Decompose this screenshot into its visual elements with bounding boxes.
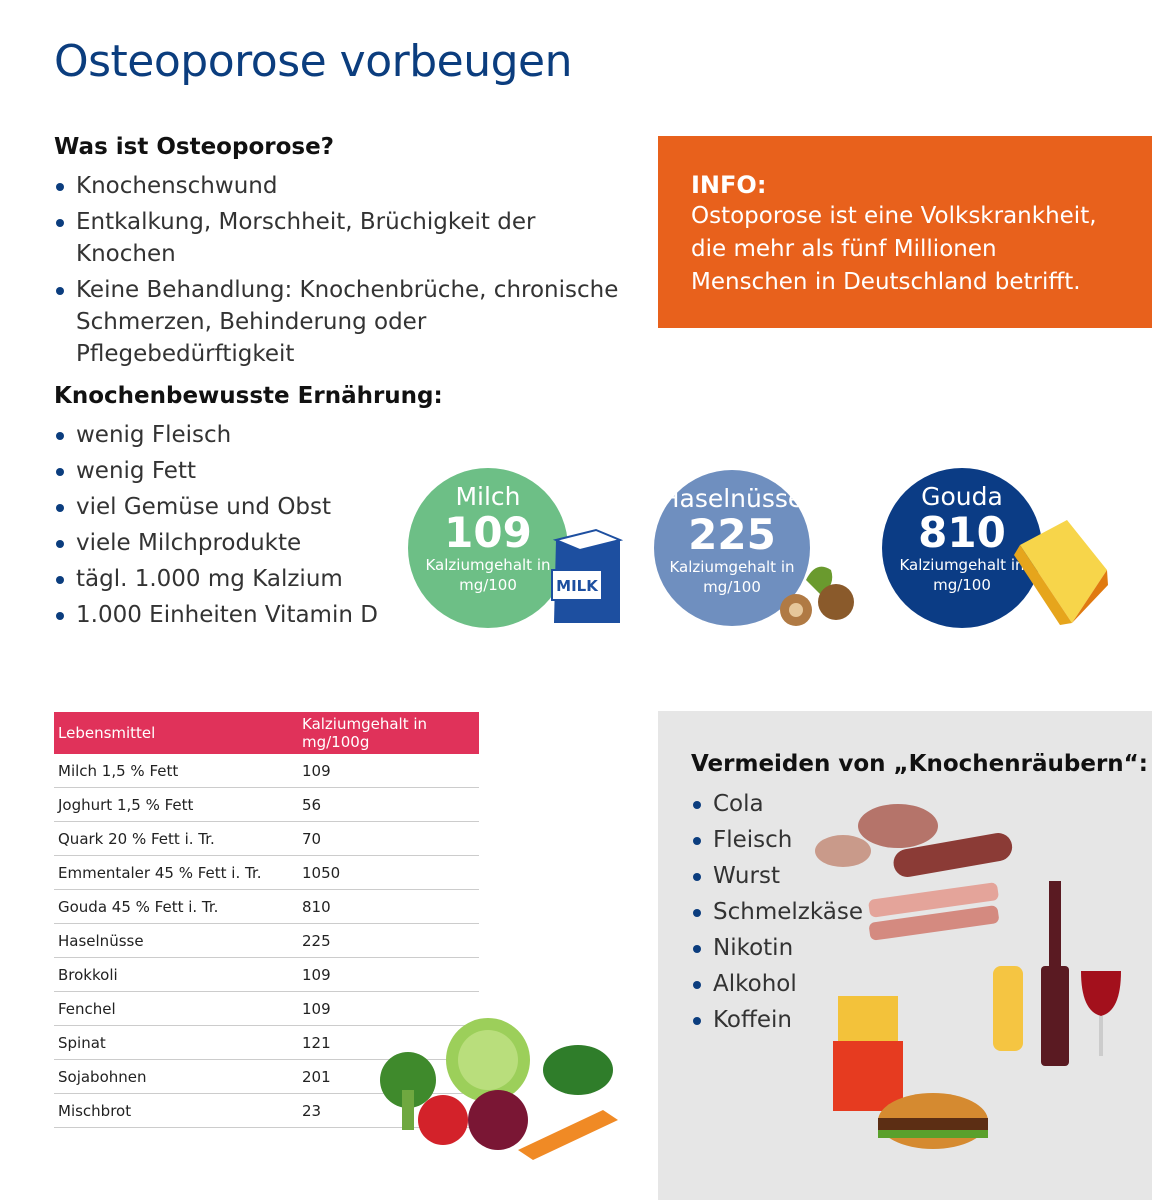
food-cell: Brokkoli <box>54 957 298 992</box>
milk-icon: MILK <box>551 528 624 623</box>
calcium-cell: 109 <box>298 991 479 1026</box>
bullet-item: wenig Fleisch <box>54 419 414 451</box>
table-row: Quark 20 % Fett i. Tr. 70 <box>54 821 479 856</box>
bullet-item: wenig Fett <box>54 455 414 487</box>
food-cell: Milch 1,5 % Fett <box>54 754 298 788</box>
table-header: Lebensmittel <box>54 712 298 754</box>
calcium-cell: 70 <box>298 821 479 856</box>
bullet-item: Alkohol <box>691 968 891 1000</box>
avoid-box: Vermeiden von „Knochenräubern“: Cola Flei… <box>658 711 1152 1200</box>
calcium-unit: Kalziumgehalt in mg/100 <box>669 558 795 596</box>
info-box: INFO: Ostoporose ist eine Volkskrankheit… <box>658 136 1152 328</box>
milk-label: MILK <box>556 577 599 595</box>
bullet-item: 1.000 Einheiten Vitamin D <box>54 599 414 631</box>
calcium-value: 225 <box>688 510 776 559</box>
bullet-item: viele Milchprodukte <box>54 527 414 559</box>
bullet-item: Fleisch <box>691 824 891 856</box>
info-text: Ostoporose ist eine Volkskrankheit, die … <box>691 203 1097 295</box>
bullet-list: wenig Fleisch wenig Fett viel Gemüse und O… <box>54 419 414 635</box>
section-heading: Vermeiden von „Knochenräubern“: <box>691 751 1148 777</box>
bullet-item: Cola <box>691 788 891 820</box>
bullet-item: Knochenschwund <box>54 170 634 202</box>
calcium-cell: 810 <box>298 889 479 924</box>
food-name: Gouda <box>921 482 1003 511</box>
calcium-cell: 109 <box>298 754 479 788</box>
bullet-item: Schmelzkäse <box>691 896 891 928</box>
vegetables-icon <box>380 1018 618 1160</box>
bullet-item: Wurst <box>691 860 891 892</box>
calcium-circle: Haselnüsse 225 Kalziumgehalt in mg/100 <box>654 470 810 626</box>
table-row: Joghurt 1,5 % Fett 56 <box>54 787 479 822</box>
bullet-item: Nikotin <box>691 932 891 964</box>
calcium-value: 810 <box>918 508 1006 557</box>
bullet-item: viel Gemüse und Obst <box>54 491 414 523</box>
calcium-circle: Gouda 810 Kalziumgehalt in mg/100 <box>882 468 1042 628</box>
food-name: Milch <box>455 482 521 511</box>
food-cell: Emmentaler 45 % Fett i. Tr. <box>54 855 298 890</box>
calcium-unit: Kalziumgehalt in mg/100 <box>899 556 1025 594</box>
food-cell: Joghurt 1,5 % Fett <box>54 787 298 822</box>
bullet-item: Keine Behandlung: Knochenbrüche, chronis… <box>54 274 634 370</box>
title: Osteoporose vorbeugen <box>54 36 573 87</box>
hazelnut-icon <box>780 566 854 626</box>
info-label: INFO: <box>691 171 767 199</box>
food-illustration <box>815 804 1121 1149</box>
calcium-cell: 109 <box>298 957 479 992</box>
food-cell: Haselnüsse <box>54 923 298 958</box>
food-cell: Spinat <box>54 1025 298 1060</box>
table-row: Spinat 121 <box>54 1025 479 1060</box>
table-row: Brokkoli 109 <box>54 957 479 992</box>
bullet-item: tägl. 1.000 mg Kalzium <box>54 563 414 595</box>
calcium-table: Lebensmittel Kalziumgehalt in mg/100g Mi… <box>54 712 479 1128</box>
table-row: Sojabohnen 201 <box>54 1059 479 1094</box>
section-heading: Was ist Osteoporose? <box>54 134 335 160</box>
table-row: Emmentaler 45 % Fett i. Tr. 1050 <box>54 855 479 890</box>
table-row: Fenchel 109 <box>54 991 479 1026</box>
food-cell: Mischbrot <box>54 1093 298 1128</box>
calcium-value: 109 <box>444 508 532 557</box>
table-row: Haselnüsse 225 <box>54 923 479 958</box>
table-header: Kalziumgehalt in mg/100g <box>298 712 479 754</box>
table-row: Milch 1,5 % Fett 109 <box>54 754 479 788</box>
table-row: Gouda 45 % Fett i. Tr. 810 <box>54 889 479 924</box>
cheese-icon <box>1014 520 1108 625</box>
calcium-cell: 56 <box>298 787 479 822</box>
bullet-item: Entkalkung, Morschheit, Brüchigkeit der … <box>54 206 634 270</box>
food-name: Haselnüsse <box>660 484 804 513</box>
bullet-item: Koffein <box>691 1004 891 1036</box>
calcium-cell: 1050 <box>298 855 479 890</box>
food-cell: Sojabohnen <box>54 1059 298 1094</box>
food-cell: Gouda 45 % Fett i. Tr. <box>54 889 298 924</box>
bullet-list: Cola Fleisch Wurst Schmelzkäse Nikotin Alkoho… <box>691 788 891 1040</box>
calcium-circle: Milch 109 Kalziumgehalt in mg/100 <box>408 468 568 628</box>
bullet-list: Knochenschwund Entkalkung, Morschheit, Br… <box>54 170 634 374</box>
section-heading: Knochenbewusste Ernährung: <box>54 383 443 409</box>
calcium-cell: 225 <box>298 923 479 958</box>
food-cell: Quark 20 % Fett i. Tr. <box>54 821 298 856</box>
food-cell: Fenchel <box>54 991 298 1026</box>
calcium-unit: Kalziumgehalt in mg/100 <box>425 556 551 594</box>
